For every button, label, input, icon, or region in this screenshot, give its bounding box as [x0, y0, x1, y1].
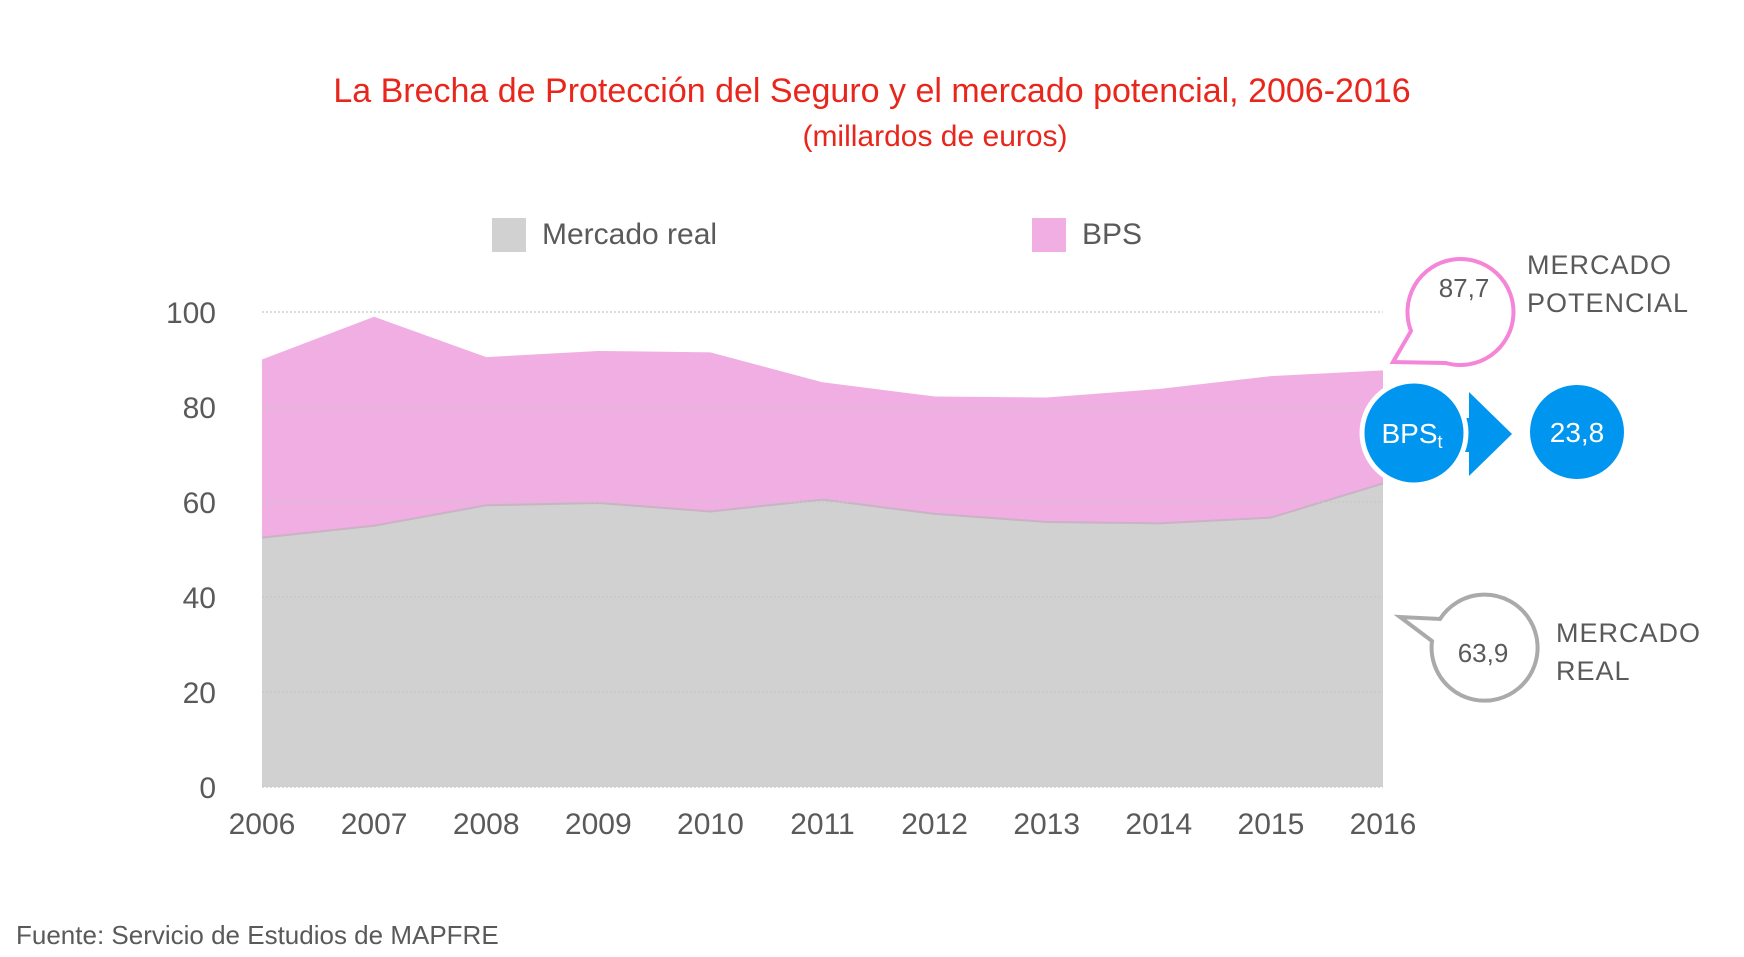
- y-tick-label: 40: [183, 582, 216, 615]
- x-tick-label: 2008: [453, 808, 520, 841]
- bps-value-label: 23,8: [1550, 417, 1605, 448]
- bps-circle-label: BPSt: [1381, 418, 1442, 452]
- speech-bubble-potential-icon: [1389, 257, 1516, 367]
- x-tick-label: 2013: [1013, 808, 1080, 841]
- legend-label-bps: BPS: [1082, 218, 1143, 251]
- x-tick-label: 2015: [1238, 808, 1305, 841]
- callout-real: 63,9: [1393, 592, 1540, 703]
- bps-value-circle: [1530, 385, 1624, 479]
- chart-title: La Brecha de Protección del Seguro y el …: [333, 72, 1411, 110]
- callout-real-label-line1: MERCADO: [1556, 618, 1702, 648]
- callout-real-value: 63,9: [1458, 638, 1509, 668]
- callout-potential-label: MERCADO POTENCIAL: [1527, 246, 1689, 322]
- callout-real-label-line2: REAL: [1556, 656, 1631, 686]
- legend-swatch-bps: [1032, 218, 1066, 252]
- callout-real-label: MERCADO REAL: [1556, 614, 1701, 690]
- line-mercado-real-edge: [261, 482, 1384, 539]
- area-bps: [262, 316, 1383, 538]
- bps-circle: [1359, 378, 1469, 488]
- x-tick-label: 2012: [901, 808, 968, 841]
- source-note: Fuente: Servicio de Estudios de MAPFRE: [16, 920, 499, 950]
- callout-potential-label-line1: MERCADO: [1527, 250, 1673, 280]
- x-tick-label: 2016: [1350, 808, 1417, 841]
- callout-potential: 87,7: [1389, 257, 1516, 367]
- legend-swatch-mercado-real: [492, 218, 526, 252]
- x-tick-label: 2006: [229, 808, 296, 841]
- callout-gap: BPSt 23,8: [1359, 378, 1624, 488]
- y-tick-label: 20: [183, 677, 216, 710]
- x-tick-label: 2007: [341, 808, 408, 841]
- speech-bubble-real-icon: [1393, 592, 1540, 703]
- y-tick-label: 0: [199, 772, 216, 805]
- y-tick-label: 80: [183, 392, 216, 425]
- y-tick-label: 100: [166, 297, 216, 330]
- x-tick-label: 2011: [790, 808, 855, 841]
- callout-potential-label-line2: POTENCIAL: [1527, 288, 1690, 318]
- callout-potential-value: 87,7: [1439, 273, 1490, 303]
- legend-item-bps: BPS: [1032, 218, 1142, 252]
- x-tick-label: 2009: [565, 808, 632, 841]
- x-tick-label: 2014: [1125, 808, 1192, 841]
- chart-subtitle: (millardos de euros): [802, 120, 1068, 153]
- y-tick-label: 60: [183, 487, 216, 520]
- arrow-right-icon: [1469, 392, 1512, 476]
- area-mercado-real: [262, 483, 1383, 787]
- x-tick-label: 2010: [677, 808, 744, 841]
- legend-item-mercado-real: Mercado real: [492, 218, 717, 252]
- legend-label-mercado-real: Mercado real: [542, 218, 718, 251]
